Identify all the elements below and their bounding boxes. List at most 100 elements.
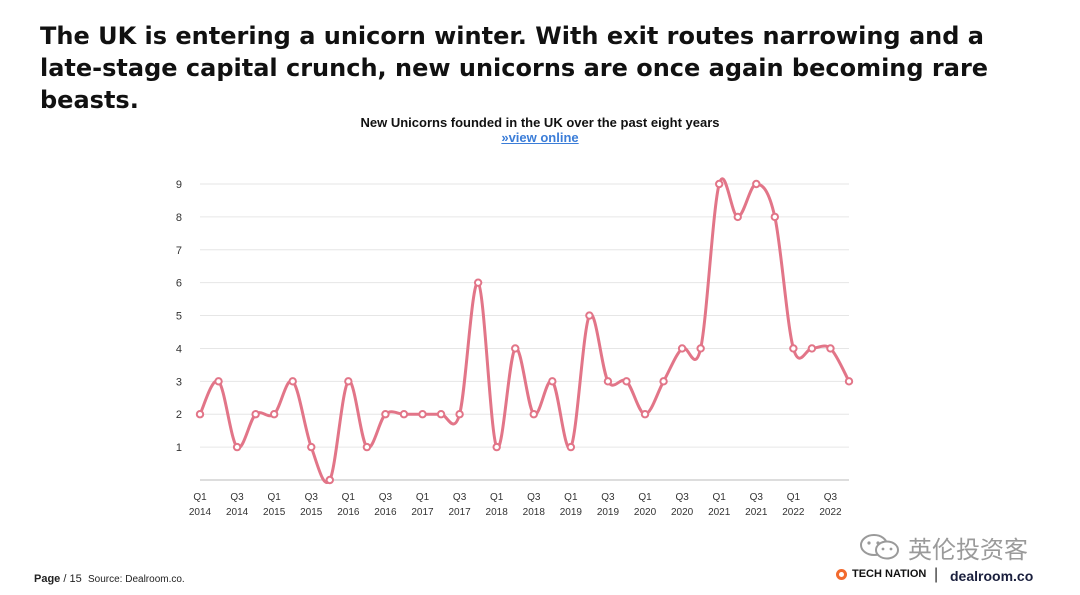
- data-point: [659, 377, 668, 386]
- data-point: [362, 442, 372, 452]
- data-point: [399, 410, 409, 419]
- data-point: [696, 344, 705, 353]
- svg-text:2017: 2017: [411, 507, 434, 518]
- svg-text:2021: 2021: [745, 507, 768, 518]
- svg-text:2016: 2016: [374, 507, 397, 518]
- data-point: [529, 410, 538, 419]
- x-tick-label: Q3 2021: [745, 492, 768, 518]
- x-tick-label: Q3 2017: [448, 492, 471, 518]
- data-point: [752, 179, 761, 189]
- data-point: [307, 442, 316, 452]
- x-tick-label: Q1 2021: [708, 492, 731, 518]
- data-point: [473, 278, 483, 287]
- data-point: [603, 377, 613, 386]
- data-point: [640, 410, 650, 419]
- svg-text:Q1: Q1: [638, 492, 652, 503]
- svg-text:Q1: Q1: [416, 492, 430, 503]
- y-axis-ticks: 1 2 3 4 5 6 7 8 9: [176, 179, 182, 454]
- svg-text:Q3: Q3: [750, 492, 764, 503]
- data-point: [807, 344, 817, 353]
- svg-text:2020: 2020: [671, 507, 694, 518]
- data-point: [511, 344, 520, 353]
- watermark-text: 英伦投资客: [908, 535, 1028, 564]
- x-tick-label: Q3 2016: [374, 492, 397, 518]
- data-point: [566, 442, 576, 452]
- wechat-icon: [860, 534, 899, 560]
- x-tick-label: Q1 2019: [560, 492, 583, 518]
- y-tick-label: 8: [176, 212, 182, 224]
- data-point: [288, 377, 297, 386]
- svg-text:Q1: Q1: [564, 492, 578, 503]
- data-point: [269, 410, 279, 419]
- data-point: [381, 410, 390, 419]
- svg-text:2019: 2019: [560, 507, 583, 518]
- svg-text:Q1: Q1: [787, 492, 801, 503]
- x-tick-label: Q3 2015: [300, 492, 323, 518]
- svg-text:Q3: Q3: [230, 492, 244, 503]
- svg-text:Q3: Q3: [675, 492, 689, 503]
- source-note: Source: Dealroom.co.: [88, 574, 185, 585]
- y-tick-label: 9: [176, 179, 182, 191]
- data-point: [344, 377, 353, 386]
- page-number: / 15: [63, 573, 82, 585]
- view-online-link[interactable]: »view online: [501, 130, 579, 145]
- svg-text:2016: 2016: [337, 507, 360, 518]
- x-tick-label: Q1 2015: [263, 492, 286, 518]
- x-tick-label: Q1 2014: [189, 492, 212, 518]
- svg-text:2021: 2021: [708, 507, 731, 518]
- data-point: [715, 179, 724, 189]
- y-tick-label: 1: [176, 442, 182, 454]
- x-tick-label: Q3 2019: [597, 492, 620, 518]
- svg-text:Q1: Q1: [490, 492, 504, 503]
- svg-text:Q3: Q3: [601, 492, 615, 503]
- data-point: [455, 410, 464, 419]
- svg-text:2020: 2020: [634, 507, 657, 518]
- chart-title: New Unicorns founded in the UK over the …: [360, 115, 720, 130]
- data-point: [622, 377, 631, 386]
- data-point: [770, 212, 780, 222]
- data-point: [418, 410, 427, 419]
- data-point: [214, 377, 223, 386]
- svg-text:Q1: Q1: [713, 492, 727, 503]
- series-group: [195, 177, 854, 485]
- y-tick-label: 7: [176, 245, 182, 257]
- svg-text:2014: 2014: [226, 507, 249, 518]
- svg-text:2015: 2015: [300, 507, 323, 518]
- svg-text:2022: 2022: [819, 507, 842, 518]
- svg-text:2018: 2018: [523, 507, 546, 518]
- page-label: Page: [34, 573, 61, 585]
- svg-text:Q1: Q1: [342, 492, 356, 503]
- tech-nation-icon: [836, 568, 847, 580]
- svg-text:2017: 2017: [448, 507, 471, 518]
- svg-text:Q3: Q3: [379, 492, 393, 503]
- svg-text:Q3: Q3: [824, 492, 838, 503]
- x-tick-label: Q1 2018: [486, 492, 509, 518]
- data-point: [436, 410, 446, 419]
- series-line: [198, 177, 851, 484]
- x-tick-label: Q3 2020: [671, 492, 694, 518]
- data-point: [325, 475, 334, 485]
- y-tick-label: 3: [176, 376, 182, 388]
- x-tick-label: Q3 2018: [523, 492, 546, 518]
- svg-text:2018: 2018: [486, 507, 509, 518]
- headline: The UK is entering a unicorn winter. Wit…: [40, 22, 989, 114]
- x-tick-label: Q1 2016: [337, 492, 360, 518]
- data-point: [251, 410, 260, 419]
- watermark: 英伦投资客: [858, 530, 1028, 564]
- x-tick-label: Q3 2014: [226, 492, 249, 518]
- y-tick-label: 6: [176, 278, 182, 290]
- data-point: [789, 344, 798, 353]
- data-point: [826, 344, 835, 353]
- brand-separator: |: [934, 566, 939, 583]
- data-point: [585, 311, 594, 320]
- svg-text:2014: 2014: [189, 507, 212, 518]
- y-tick-label: 5: [176, 311, 182, 323]
- svg-text:2022: 2022: [782, 507, 805, 518]
- svg-text:Q3: Q3: [305, 492, 319, 503]
- svg-text:Q3: Q3: [453, 492, 467, 503]
- x-tick-label: Q1 2017: [411, 492, 434, 518]
- x-tick-label: Q3 2022: [819, 492, 842, 518]
- svg-text:Q3: Q3: [527, 492, 541, 503]
- tech-nation-text: TECH NATION: [852, 568, 927, 580]
